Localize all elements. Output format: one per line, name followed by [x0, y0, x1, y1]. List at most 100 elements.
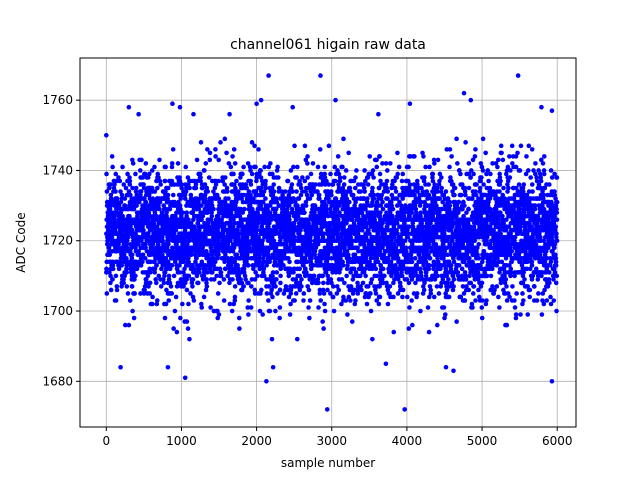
data-point [204, 185, 210, 191]
data-point [110, 277, 115, 282]
data-point [124, 245, 130, 251]
data-point [178, 315, 183, 321]
data-point [106, 224, 111, 229]
data-point [388, 161, 393, 166]
data-point [119, 192, 125, 198]
data-point [117, 178, 123, 184]
data-point [196, 266, 202, 272]
data-point [232, 284, 238, 289]
data-point [363, 273, 368, 279]
data-point [368, 291, 373, 296]
data-point [164, 287, 169, 293]
data-point [266, 298, 271, 303]
data-point [110, 259, 115, 265]
data-point [129, 245, 134, 251]
data-point [167, 206, 173, 212]
data-point [156, 241, 161, 247]
data-point [294, 175, 299, 180]
data-point [456, 263, 462, 268]
data-point [162, 178, 168, 184]
data-point [240, 171, 245, 177]
data-point [371, 196, 377, 201]
data-point [364, 301, 370, 307]
data-point [129, 256, 135, 261]
data-point [177, 263, 182, 268]
data-point [156, 175, 161, 180]
data-point [194, 245, 199, 251]
data-point [224, 150, 229, 156]
data-point [230, 277, 235, 282]
data-point [146, 192, 152, 198]
data-point [155, 185, 160, 191]
data-point [213, 154, 218, 159]
data-point [435, 157, 441, 163]
data-point [157, 157, 162, 163]
data-point [194, 263, 200, 268]
data-point [311, 273, 317, 279]
data-point [153, 280, 159, 286]
data-point [192, 224, 197, 229]
data-point [136, 248, 141, 254]
data-point [182, 192, 188, 198]
data-point [105, 238, 110, 244]
data-point [341, 182, 347, 187]
data-point [197, 227, 202, 233]
data-point [179, 185, 184, 191]
data-point [226, 196, 231, 201]
data-point [172, 259, 178, 265]
data-point [180, 259, 186, 265]
data-point [123, 185, 129, 191]
data-point [157, 199, 163, 205]
data-point [174, 284, 180, 289]
data-point [104, 189, 110, 194]
data-point [432, 161, 437, 166]
data-point [188, 220, 194, 226]
data-point [130, 227, 135, 233]
data-point [130, 157, 135, 163]
data-point [164, 245, 170, 251]
data-point [466, 185, 472, 191]
data-point [183, 164, 189, 170]
data-point [263, 178, 268, 184]
data-point [108, 287, 114, 293]
data-point [134, 266, 140, 272]
data-point [316, 305, 321, 310]
data-point [295, 164, 300, 170]
data-point [322, 164, 328, 170]
data-point [159, 210, 165, 215]
data-point [127, 175, 132, 180]
data-point [473, 147, 478, 152]
data-point [161, 203, 167, 208]
data-point [436, 291, 442, 296]
data-point [149, 185, 155, 191]
data-point [149, 245, 155, 251]
data-point [141, 182, 146, 187]
data-point [142, 284, 148, 289]
data-point [345, 312, 350, 317]
data-point [180, 241, 185, 247]
data-point [231, 147, 237, 152]
data-point [301, 291, 307, 296]
data-point [377, 154, 382, 159]
data-point [205, 189, 211, 194]
data-point [305, 154, 310, 159]
data-point [222, 136, 228, 142]
data-point [301, 298, 306, 303]
data-point [133, 224, 139, 229]
data-point [104, 266, 109, 272]
data-point [147, 213, 153, 219]
data-point [160, 252, 165, 258]
data-point [116, 203, 122, 208]
data-point [204, 248, 209, 254]
data-point [262, 164, 267, 170]
data-point [299, 277, 304, 282]
data-point [197, 171, 203, 177]
data-point [180, 301, 185, 307]
data-point [193, 182, 199, 187]
data-point [180, 210, 186, 215]
data-point [459, 266, 465, 272]
data-point [204, 277, 209, 282]
data-point [132, 277, 137, 282]
data-point [131, 315, 137, 321]
data-point [471, 284, 477, 289]
